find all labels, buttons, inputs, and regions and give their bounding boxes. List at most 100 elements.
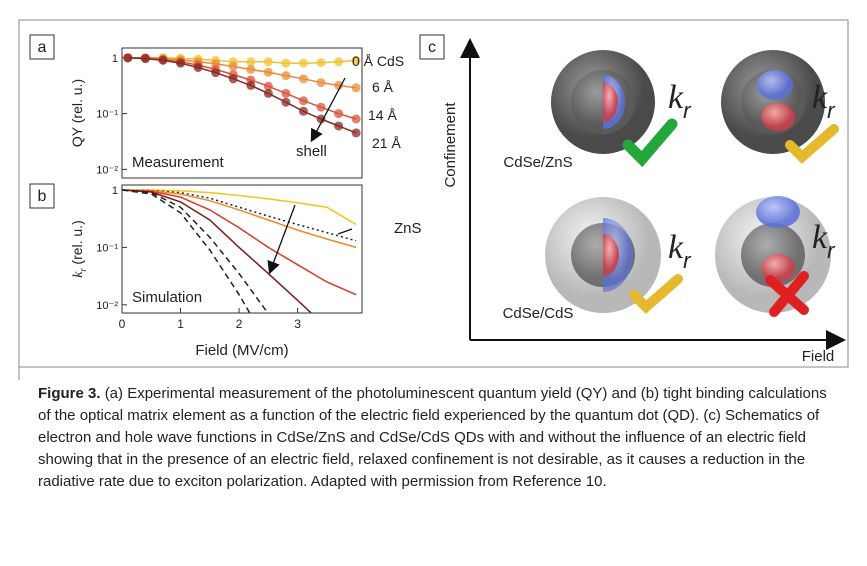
caption-text: (a) Experimental measurement of the phot… — [38, 385, 827, 490]
data-point — [298, 58, 308, 68]
y-tick-label: 10⁻¹ — [96, 242, 118, 254]
y-tick-label: 1 — [112, 185, 118, 197]
y-axis-label: QY (rel. u.) — [69, 79, 85, 147]
caption-label: Figure 3. — [38, 385, 101, 402]
data-point — [211, 68, 221, 78]
data-point — [281, 71, 291, 81]
panel-label: c — [428, 39, 436, 56]
data-point — [334, 121, 344, 131]
data-point — [281, 88, 291, 98]
data-point — [158, 55, 168, 65]
qd — [545, 197, 661, 313]
data-point — [140, 54, 150, 64]
annotation: shell — [296, 143, 327, 160]
data-point — [281, 97, 291, 107]
data-point — [351, 55, 361, 65]
y-tick-label: 1 — [112, 53, 118, 65]
data-point — [298, 96, 308, 106]
series-line — [122, 189, 357, 296]
panel-label: a — [38, 39, 47, 56]
data-point — [193, 63, 203, 73]
y-axis-label: kr (rel. u.) — [69, 220, 88, 277]
qd — [551, 50, 655, 154]
data-point — [176, 58, 186, 68]
data-point — [263, 88, 273, 98]
plot-frame — [121, 47, 363, 179]
series-line — [122, 189, 269, 313]
figure-graphics: a b c Confinement Field CdSe/ZnS CdSe/Cd… — [18, 19, 849, 380]
row-label: CdSe/ZnS — [503, 154, 572, 171]
data-point — [351, 128, 361, 138]
subscript: r — [683, 248, 692, 273]
annotation-arrow — [267, 204, 296, 275]
check-mark — [629, 274, 683, 314]
data-point — [246, 80, 256, 90]
data-point — [123, 53, 133, 63]
series-line — [122, 189, 357, 249]
data-point — [246, 57, 256, 67]
symbol: k — [668, 229, 684, 266]
series-label: 6 Å — [372, 79, 394, 95]
x-tick-label: 1 — [177, 317, 184, 331]
rate-label: kr — [668, 229, 692, 273]
data-point — [334, 57, 344, 67]
panel-box — [29, 183, 55, 209]
caption: Figure 3. (a) Experimental measurement o… — [38, 383, 828, 493]
data-point — [316, 114, 326, 124]
rate-label: kr — [668, 79, 692, 123]
x-tick-label: 3 — [294, 317, 301, 331]
qd — [721, 50, 825, 154]
row-label: CdSe/CdS — [503, 305, 574, 322]
subscript: r — [827, 98, 836, 123]
data-point — [263, 57, 273, 67]
series-line — [122, 189, 357, 226]
subscript: r — [827, 238, 836, 263]
figure-frame — [18, 19, 849, 380]
series-line — [122, 189, 357, 242]
cross-mark — [765, 271, 809, 317]
symbol: k — [668, 79, 684, 116]
data-point — [281, 58, 291, 68]
series-label: 0 Å CdS — [352, 53, 404, 69]
rate-label: kr — [812, 79, 836, 123]
data-point — [316, 102, 326, 112]
data-point — [228, 61, 238, 71]
annotation: Simulation — [132, 289, 202, 306]
axis-label: Field — [802, 348, 835, 365]
subscript: r — [683, 98, 692, 123]
axis-label: Confinement — [442, 102, 459, 188]
data-point — [316, 78, 326, 88]
data-point — [316, 58, 326, 68]
check-mark — [785, 124, 839, 164]
data-point — [263, 81, 273, 91]
data-point — [334, 109, 344, 119]
data-point — [298, 74, 308, 84]
x-tick-label: 2 — [236, 317, 243, 331]
y-tick-label: 10⁻² — [96, 164, 118, 176]
y-tick-label: 10⁻² — [96, 300, 118, 312]
symbol: k — [812, 79, 828, 116]
check-mark — [622, 118, 678, 168]
annotation-arrow — [337, 228, 353, 235]
panel-label: b — [38, 188, 47, 205]
data-point — [263, 67, 273, 77]
series-label: 14 Å — [368, 107, 397, 123]
series-label: 21 Å — [372, 135, 401, 151]
y-tick-label: 10⁻¹ — [96, 109, 118, 121]
data-point — [298, 106, 308, 116]
data-point — [351, 114, 361, 124]
panel-box — [29, 34, 55, 60]
symbol: k — [71, 271, 86, 278]
x-tick-label: 0 — [119, 317, 126, 331]
series-line — [122, 189, 313, 313]
x-axis-label: Field (MV/cm) — [195, 342, 288, 359]
data-point — [228, 74, 238, 84]
plot-area — [123, 53, 361, 138]
subscript: r — [78, 268, 88, 272]
annotation: ZnS — [394, 220, 422, 237]
label-rest: (rel. u.) — [69, 220, 85, 268]
annotation: Measurement — [132, 154, 225, 171]
panel-box — [419, 34, 445, 60]
data-point — [246, 64, 256, 74]
